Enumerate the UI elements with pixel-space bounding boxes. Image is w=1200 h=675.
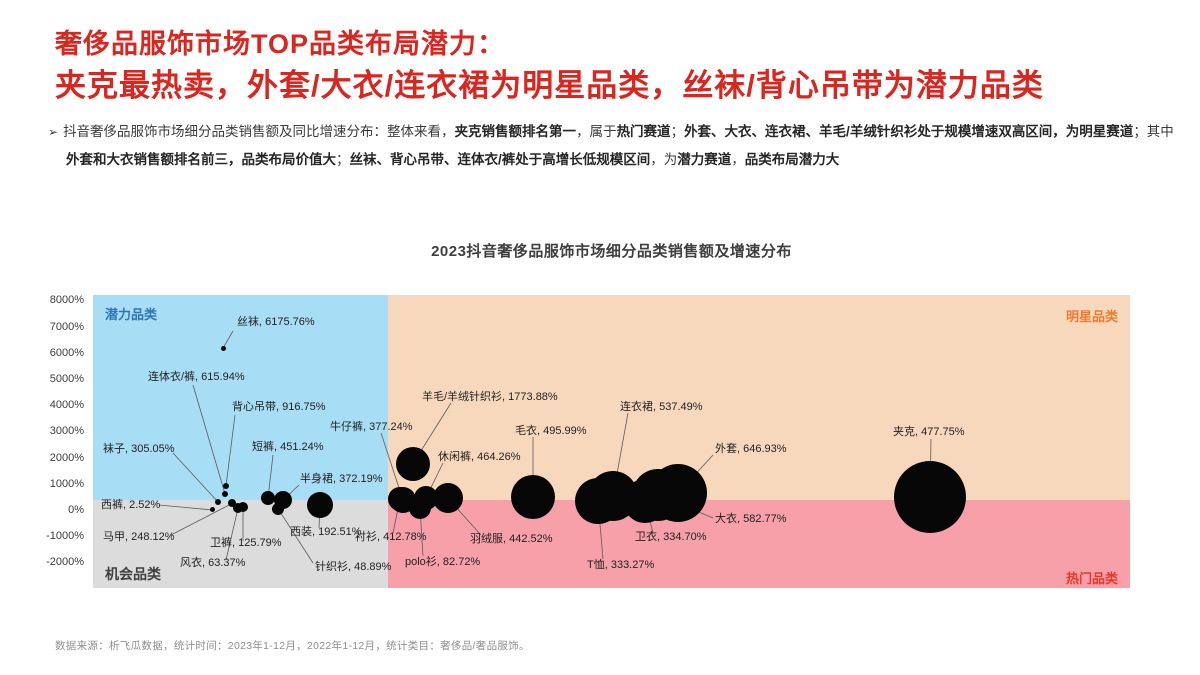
quadrant-label-top-right: 明星品类 [1065, 309, 1118, 324]
point-label-卫裤: 卫裤, 125.79% [210, 537, 282, 549]
arrow-bullet-icon: ➢ [48, 125, 59, 139]
bubble-西裤 [209, 507, 215, 513]
point-label-毛衣: 毛衣, 495.99% [515, 425, 587, 437]
bubble-羊毛/羊绒针织衫 [396, 446, 430, 481]
point-label-卫衣: 卫衣, 334.70% [635, 531, 707, 543]
leader-line [192, 384, 226, 494]
bubble-毛衣 [511, 475, 555, 519]
y-axis-tick-label: 0% [68, 504, 84, 516]
page-title-line1: 奢侈品服饰市场TOP品类布局潜力： [55, 29, 506, 59]
point-label-风衣: 风衣, 63.37% [180, 557, 246, 569]
point-label-T恤: T恤, 333.27% [587, 559, 655, 571]
source-note: 数据来源：析飞瓜数据，统计时间：2023年1-12月，2022年1-12月，统计… [55, 640, 530, 652]
summary-segment: ； [670, 124, 685, 139]
summary-segment: 潜力赛道 [677, 152, 732, 167]
quadrant-bottom-left [93, 500, 388, 588]
leader-line [158, 504, 213, 511]
quadrant-label-top-left: 潜力品类 [105, 307, 158, 322]
point-label-短裤: 短裤, 451.24% [252, 441, 324, 453]
chart-title: 2023抖音奢侈品服饰市场细分品类销售额及增速分布 [431, 243, 792, 260]
y-axis-tick-label: 5000% [49, 373, 84, 385]
point-label-连衣裙: 连衣裙, 537.49% [620, 401, 703, 413]
plot-area: 潜力品类 明星品类机会品类 热门品类 丝袜, 6175.76% 连体衣/裤, 615.9… [93, 295, 1130, 588]
point-label-连体衣/裤: 连体衣/裤, 615.94% [148, 371, 245, 383]
quadrant-label-bottom-left: 机会品类 [105, 566, 161, 582]
y-axis-tick-label: 2000% [49, 451, 84, 464]
point-label-外套: 外套, 646.93% [715, 443, 787, 455]
summary-segment: 抖音奢侈品服饰市场细分品类销售额及同比增速分布：整体来看， [63, 124, 455, 139]
quadrant-bottom-right [388, 500, 1130, 588]
quadrant-top-right [388, 295, 1130, 501]
leader-line [277, 508, 314, 564]
y-axis: 8000% 7000% 6000% 5000% 4000% 3000% 2000% 1000%… [0, 294, 86, 588]
summary-segment: 热门赛道 [616, 124, 671, 139]
summary-segment: ，属于 [576, 124, 617, 139]
point-label-夹克: 夹克, 477.75% [893, 426, 965, 438]
bubble-夹克 [894, 461, 966, 534]
bubble-袜子 [215, 499, 221, 505]
page-title-line2: 夹克最热卖，外套/大衣/连衣裙为明星品类，丝袜/背心吊带为潜力品类 [55, 68, 1044, 103]
summary-segment: ； [336, 152, 350, 167]
point-label-大衣: 大衣, 582.77% [715, 513, 787, 525]
point-label-polo衫: polo衫, 82.72% [405, 556, 481, 568]
y-axis-tick-label: 3000% [49, 425, 84, 438]
summary-segment: 夹克销售额排名第一 [454, 124, 577, 139]
leader-line [225, 414, 236, 487]
point-label-羊毛/羊绒针织衫: 羊毛/羊绒针织衫, 1773.88% [422, 391, 558, 403]
bubble-羽绒服 [433, 483, 463, 514]
y-axis-tick-label: -1000% [46, 530, 84, 543]
bubble-短裤 [261, 491, 275, 506]
point-label-袜子: 袜子, 305.05% [103, 443, 175, 455]
summary-segment: 外套和大衣销售额排名前三，品类布局价值大 [66, 152, 336, 167]
summary-segment: 品类布局潜力大 [744, 152, 840, 167]
bubble-背心吊带 [223, 482, 229, 489]
y-axis-tick-label: 1000% [49, 477, 84, 490]
point-label-牛仔裤: 牛仔裤, 377.24% [330, 421, 413, 433]
quadrant-label-bottom-right: 热门品类 [1065, 571, 1118, 586]
point-label-西裤: 西裤, 2.52% [101, 499, 161, 511]
leader-line [170, 503, 233, 536]
y-axis-tick-label: 7000% [49, 320, 84, 333]
bubble-丝袜 [220, 345, 226, 351]
point-label-半身裙: 半身裙, 372.19% [300, 473, 383, 485]
y-axis-tick-label: 6000% [49, 346, 84, 359]
bubble-连体衣/裤 [222, 490, 228, 497]
bubble-外套 [649, 464, 707, 523]
summary-segment: 外套、大衣、连衣裙、羊毛/羊绒针织衫处于规模增速双高区间，为明星赛道 [684, 124, 1134, 139]
y-axis-tick-label: -2000% [46, 556, 84, 569]
bubble-马甲 [228, 499, 236, 508]
point-label-衬衫: 衬衫, 412.78% [355, 531, 427, 543]
leader-line [225, 508, 239, 561]
quadrant-top-left [93, 295, 388, 501]
point-label-羽绒服: 羽绒服, 442.52% [470, 533, 553, 545]
bubble-卫裤 [238, 501, 248, 512]
point-label-马甲: 马甲, 248.12% [103, 531, 175, 543]
point-label-丝袜: 丝袜, 6175.76% [237, 316, 315, 328]
summary-paragraph: ➢ 抖音奢侈品服饰市场细分品类销售额及同比增速分布：整体来看，夹克销售额排名第一，… [48, 118, 1178, 173]
leader-line [267, 454, 274, 499]
point-label-西装: 西装, 192.51% [290, 526, 362, 538]
point-label-背心吊带: 背心吊带, 916.75% [232, 401, 326, 413]
bubble-针织衫 [272, 502, 284, 515]
bubble-牛仔裤 [390, 487, 416, 514]
y-axis-tick-label: 4000% [49, 399, 84, 412]
point-label-休闲裤: 休闲裤, 464.26% [438, 451, 521, 463]
summary-text: 抖音奢侈品服饰市场细分品类销售额及同比增速分布：整体来看，夹克销售额排名第一，属… [63, 124, 1174, 167]
leader-line [222, 330, 234, 349]
summary-segment: ， [731, 152, 745, 167]
bubble-风衣 [233, 503, 243, 514]
point-label-针织衫: 针织衫, 48.89% [315, 561, 392, 573]
y-axis-tick-label: 8000% [49, 294, 84, 307]
bubble-西装 [307, 491, 333, 518]
summary-segment: ，为 [650, 152, 678, 167]
summary-segment: ；其中 [1133, 124, 1174, 139]
summary-segment: 丝袜、背心吊带、连体衣/裤处于高增长低规模区间 [349, 152, 651, 167]
leader-line [172, 452, 219, 503]
